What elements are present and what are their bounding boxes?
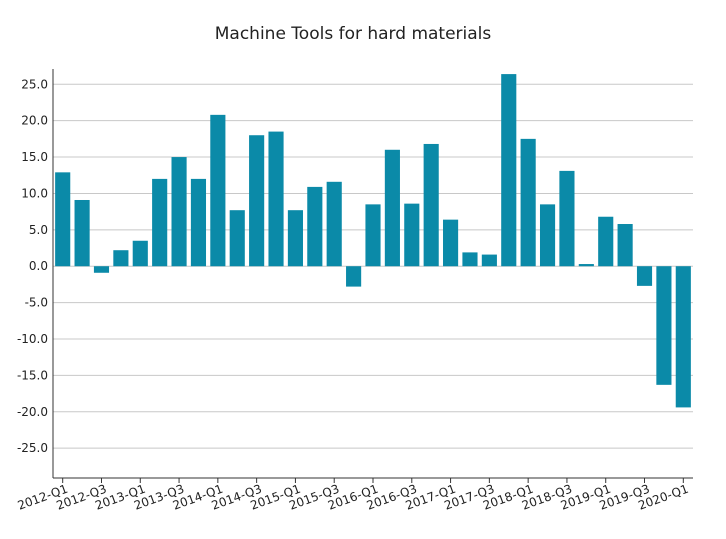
- bar: [190, 178, 207, 267]
- bar: [539, 204, 556, 267]
- bar: [481, 254, 497, 267]
- bar: [559, 170, 575, 267]
- bar: [636, 266, 653, 286]
- y-tick-label: -20.0: [17, 405, 48, 419]
- bar: [113, 250, 129, 267]
- bar: [520, 138, 536, 267]
- y-tick-label: 15.0: [21, 150, 48, 164]
- y-tick-label: -10.0: [17, 332, 48, 346]
- bar: [423, 143, 439, 267]
- bar: [268, 131, 284, 267]
- bar: [675, 266, 691, 408]
- bar: [404, 203, 420, 267]
- bar: [501, 74, 517, 267]
- y-tick-label: -15.0: [17, 368, 48, 382]
- y-tick-label: 20.0: [21, 114, 48, 128]
- y-tick-label: 10.0: [21, 186, 48, 200]
- y-tick-label: 0.0: [29, 259, 48, 273]
- bar: [307, 186, 323, 267]
- bar: [656, 266, 672, 385]
- y-tick-label: 25.0: [21, 77, 48, 91]
- bar: [55, 172, 71, 267]
- bar: [598, 216, 614, 267]
- bar: [384, 149, 400, 267]
- bar: [346, 266, 362, 287]
- bar: [210, 114, 226, 267]
- chart-title: Machine Tools for hard materials: [215, 24, 492, 44]
- bar: [74, 199, 90, 267]
- bar: [93, 266, 110, 273]
- bar: [171, 157, 187, 267]
- bar: [326, 181, 342, 267]
- bar: [229, 210, 245, 267]
- bar: [152, 178, 168, 267]
- bar: [578, 264, 594, 267]
- bar: [287, 210, 303, 267]
- y-tick-label: -25.0: [17, 441, 48, 455]
- bar: [132, 240, 148, 267]
- bar: [462, 252, 478, 267]
- y-tick-label: -5.0: [25, 296, 48, 310]
- bar: [365, 204, 381, 267]
- y-tick-label: 5.0: [29, 223, 48, 237]
- bar: [617, 224, 633, 267]
- bar: [443, 219, 459, 267]
- bar: [249, 135, 265, 267]
